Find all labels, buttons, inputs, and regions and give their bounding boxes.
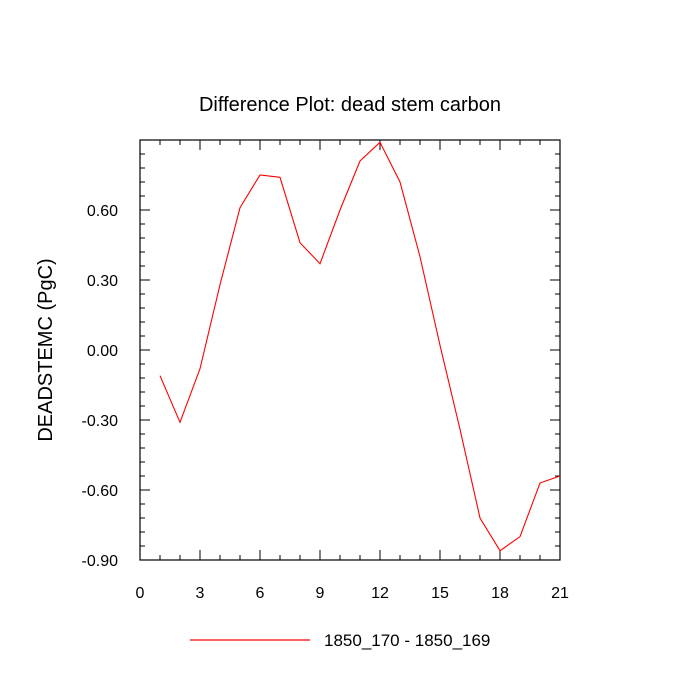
x-tick-label: 18 xyxy=(491,585,509,602)
x-tick-label: 15 xyxy=(431,585,449,602)
series-lines xyxy=(159,141,561,552)
x-tick-labels: 0 3 6 9 12 15 18 21 xyxy=(136,585,569,602)
legend: 1850_170 - 1850_169 xyxy=(190,631,490,650)
y-tick-label: -0.60 xyxy=(82,483,119,500)
x-tick-label: 6 xyxy=(256,585,265,602)
major-ticks xyxy=(139,140,561,561)
x-tick-label: 21 xyxy=(551,585,569,602)
x-tick-label: 3 xyxy=(196,585,205,602)
chart-title: Difference Plot: dead stem carbon xyxy=(199,94,501,116)
x-tick-label: 9 xyxy=(316,585,325,602)
y-tick-label: 0.60 xyxy=(87,203,118,220)
x-tick-label: 0 xyxy=(136,585,145,602)
y-tick-label: -0.90 xyxy=(82,553,119,570)
y-axis-label: DEADSTEMC (PgC) xyxy=(35,258,57,441)
minor-ticks xyxy=(140,140,560,560)
y-tick-labels: -0.90 -0.60 -0.30 0.00 0.30 0.60 xyxy=(82,203,119,570)
series-line xyxy=(159,141,561,552)
y-tick-label: 0.30 xyxy=(87,273,118,290)
x-tick-label: 12 xyxy=(371,585,389,602)
y-tick-label: 0.00 xyxy=(87,343,118,360)
plot-frame xyxy=(139,139,561,561)
legend-label: 1850_170 - 1850_169 xyxy=(324,631,490,650)
y-tick-label: -0.30 xyxy=(82,413,119,430)
